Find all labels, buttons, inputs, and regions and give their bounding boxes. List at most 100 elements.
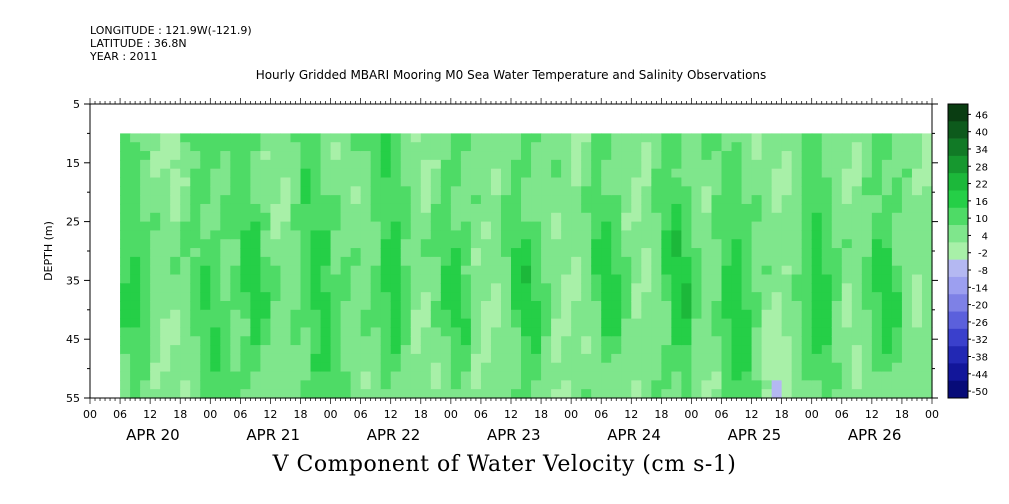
- heatmap-cell: [380, 371, 392, 381]
- heatmap-cell: [511, 327, 522, 337]
- heatmap-cell: [911, 142, 923, 152]
- heatmap-cell: [691, 292, 703, 302]
- heatmap-cell: [581, 151, 592, 161]
- heatmap-cell: [681, 142, 693, 152]
- heatmap-cell: [531, 353, 542, 364]
- heatmap-cell: [230, 371, 241, 381]
- heatmap-cell: [420, 371, 432, 381]
- heatmap-cell: [631, 371, 642, 381]
- heatmap-cell: [901, 256, 913, 267]
- heatmap-cell: [631, 177, 642, 187]
- heatmap-cell: [360, 186, 372, 196]
- heatmap-cell: [190, 327, 201, 337]
- heatmap-cell: [160, 186, 171, 196]
- heatmap-cell: [240, 230, 251, 240]
- heatmap-cell: [601, 248, 612, 258]
- heatmap-cell: [380, 159, 392, 170]
- heatmap-cell: [220, 168, 231, 179]
- colorbar-swatch: [948, 276, 968, 295]
- heatmap-cell: [410, 151, 422, 161]
- heatmap-cell: [140, 309, 151, 320]
- heatmap-cell: [370, 230, 382, 240]
- colorbar-tick-label: -20: [972, 301, 988, 312]
- heatmap-cell: [541, 283, 552, 293]
- heatmap-cell: [160, 345, 171, 355]
- heatmap-cell: [450, 353, 462, 364]
- heatmap-cell: [270, 177, 282, 187]
- x-hour-label: 06: [594, 408, 608, 421]
- heatmap-cell: [270, 151, 282, 161]
- heatmap-cell: [180, 195, 191, 205]
- heatmap-cell: [370, 142, 382, 152]
- heatmap-cell: [731, 353, 743, 364]
- heatmap-cell: [140, 353, 151, 364]
- heatmap-cell: [751, 159, 763, 170]
- heatmap-cell: [851, 380, 863, 390]
- colorbar-frame: [947, 103, 969, 399]
- heatmap-cell: [831, 177, 843, 187]
- heatmap-cell: [561, 256, 572, 267]
- heatmap-cell: [200, 195, 211, 205]
- heatmap-cell: [440, 274, 452, 284]
- heatmap-cell: [410, 371, 422, 381]
- heatmap-cell: [691, 362, 703, 373]
- heatmap-cell: [360, 230, 372, 240]
- heatmap-cell: [180, 265, 191, 276]
- heatmap-cell: [541, 300, 552, 311]
- heatmap-cell: [881, 221, 893, 232]
- heatmap-cell: [170, 380, 181, 390]
- heatmap-cell: [470, 168, 482, 179]
- heatmap-cell: [721, 256, 733, 267]
- heatmap-cell: [741, 389, 753, 399]
- heatmap-cell: [751, 248, 763, 258]
- heatmap-cell: [250, 186, 261, 196]
- heatmap-cell: [450, 186, 462, 196]
- heatmap-cell: [210, 212, 221, 223]
- heatmap-cell: [470, 309, 482, 320]
- colorbar-swatch: [948, 121, 968, 139]
- heatmap-cell: [260, 239, 272, 249]
- heatmap-cell: [330, 212, 342, 223]
- heatmap-cell: [741, 221, 753, 232]
- heatmap-cell: [330, 265, 342, 276]
- heatmap-cell: [350, 380, 362, 390]
- heatmap-cell: [430, 265, 442, 276]
- heatmap-cell: [631, 256, 642, 267]
- heatmap-cell: [440, 177, 452, 187]
- heatmap-cell: [150, 256, 161, 267]
- heatmap-cell: [300, 380, 312, 390]
- heatmap-cell: [751, 256, 763, 267]
- heatmap-cell: [380, 186, 392, 196]
- heatmap-cell: [320, 300, 332, 311]
- heatmap-cell: [380, 309, 392, 320]
- heatmap-cell: [691, 353, 703, 364]
- heatmap-cell: [460, 380, 472, 390]
- heatmap-cell: [260, 142, 272, 152]
- heatmap-cell: [531, 309, 542, 320]
- heatmap-cell: [170, 151, 181, 161]
- heatmap-cell: [290, 336, 302, 346]
- heatmap-cell: [741, 318, 753, 329]
- heatmap-cell: [330, 133, 342, 143]
- heatmap-cell: [581, 256, 592, 267]
- heatmap-cell: [420, 327, 432, 337]
- heatmap-cell: [861, 353, 873, 364]
- heatmap-cell: [230, 309, 241, 320]
- colorbar-tick-label: 46: [975, 110, 988, 121]
- heatmap-cell: [140, 380, 151, 390]
- heatmap-cell: [430, 345, 442, 355]
- heatmap-cell: [170, 195, 181, 205]
- heatmap-cell: [691, 274, 703, 284]
- heatmap-cell: [771, 142, 783, 152]
- heatmap-cell: [781, 327, 793, 337]
- heatmap-cell: [751, 221, 763, 232]
- heatmap-cell: [651, 151, 662, 161]
- heatmap-cell: [691, 309, 703, 320]
- heatmap-cell: [380, 256, 392, 267]
- heatmap-cell: [350, 142, 362, 152]
- heatmap-cell: [861, 309, 873, 320]
- heatmap-cell: [490, 362, 502, 373]
- heatmap-cell: [460, 371, 472, 381]
- heatmap-cell: [601, 300, 612, 311]
- heatmap-cell: [761, 248, 773, 258]
